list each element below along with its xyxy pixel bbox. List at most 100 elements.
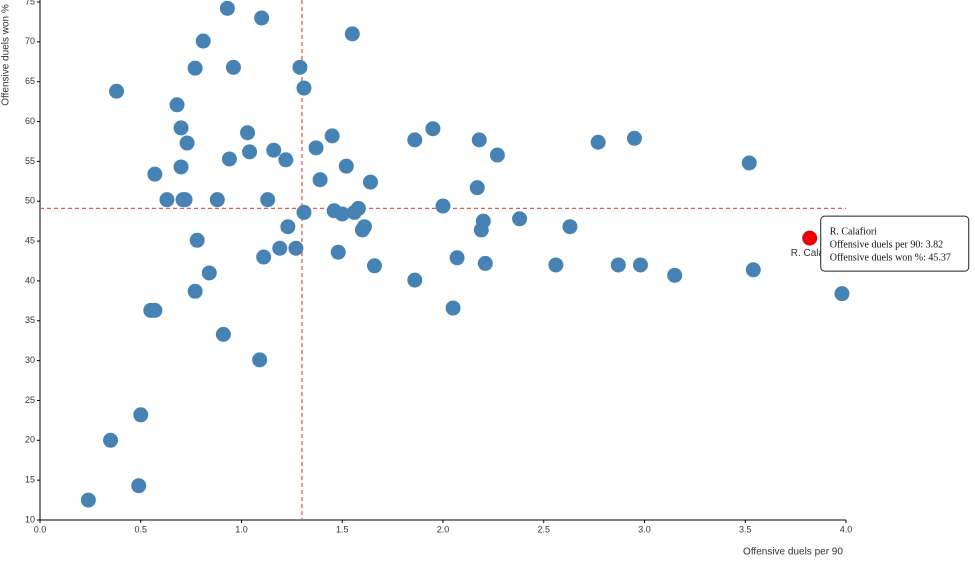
tooltip-title: R. Calafiori [830,226,877,237]
scatter-point [407,272,423,288]
y-tick-label: 45 [25,235,35,245]
scatter-point [173,159,189,175]
scatter-point [131,478,147,494]
x-tick-label: 0.5 [134,524,147,534]
scatter-point [256,249,272,265]
scatter-point [308,140,324,156]
scatter-point [189,232,205,248]
scatter-point [435,198,451,214]
y-tick-label: 65 [25,76,35,86]
scatter-point [296,204,312,220]
scatter-point [292,59,308,75]
scatter-point [159,192,175,208]
scatter-point [548,257,564,273]
scatter-point [512,211,528,227]
scatter-point [745,262,761,278]
scatter-point [330,244,346,260]
scatter-point [260,192,276,208]
scatter-point [109,83,125,99]
scatter-point [667,267,683,283]
scatter-point [338,158,354,174]
scatter-point [626,130,642,146]
scatter-point [334,206,350,222]
scatter-point [240,125,256,141]
scatter-point [477,255,493,271]
y-tick-label: 35 [25,315,35,325]
x-tick-label: 3.5 [739,524,752,534]
y-tick-label: 25 [25,395,35,405]
scatter-point [344,26,360,42]
scatter-point [147,302,163,318]
scatter-point [173,120,189,136]
x-tick-label: 3.0 [638,524,651,534]
y-tick-label: 15 [25,475,35,485]
scatter-point [219,0,235,16]
x-tick-label: 0.0 [34,524,47,534]
scatter-point [195,33,211,49]
scatter-point [215,326,231,342]
y-tick-label: 20 [25,435,35,445]
scatter-point [266,142,282,158]
scatter-point [562,219,578,235]
scatter-point [471,132,487,148]
x-tick-label: 1.5 [336,524,349,534]
scatter-point [610,257,626,273]
scatter-point [407,132,423,148]
scatter-point [147,166,163,182]
scatter-point [741,155,757,171]
y-tick-label: 55 [25,156,35,166]
scatter-point [425,121,441,137]
scatter-point [225,59,241,75]
scatter-point [252,352,268,368]
scatter-point [187,283,203,299]
scatter-point [80,492,96,508]
y-tick-label: 75 [25,0,35,6]
scatter-point [834,286,850,302]
scatter-point [133,407,149,423]
scatter-point [179,135,195,151]
scatter-point [366,258,382,274]
tooltip-box [820,215,970,272]
scatter-point [280,219,296,235]
scatter-point [209,192,225,208]
y-tick-label: 60 [25,116,35,126]
scatter-point [187,60,203,76]
scatter-point [362,174,378,190]
scatter-point [201,265,217,281]
y-tick-label: 30 [25,355,35,365]
scatter-point [324,128,340,144]
scatter-point [103,432,119,448]
scatter-point [350,200,366,216]
y-tick-label: 10 [25,514,35,524]
scatter-point [445,300,461,316]
y-tick-label: 70 [25,36,35,46]
x-tick-label: 2.0 [437,524,450,534]
y-tick-label: 40 [25,275,35,285]
scatter-point [242,144,258,160]
scatter-point [312,172,328,188]
scatter-point [489,147,505,163]
scatter-point [272,240,288,256]
tooltip-line: Offensive duels per 90: 3.82 [830,239,943,250]
scatter-point [632,257,648,273]
x-tick-label: 1.0 [235,524,248,534]
scatter-point [288,240,304,256]
x-axis-title: Offensive duels per 90 [743,547,843,558]
highlight-label: R. Calafiori [791,248,840,259]
scatter-point [254,10,270,26]
x-tick-label: 2.5 [537,524,550,534]
highlight-point [802,230,818,246]
scatter-point [449,250,465,266]
scatter-point [296,80,312,96]
scatter-point [221,151,237,167]
scatter-point [356,219,372,235]
scatter-point [278,152,294,168]
scatter-point [469,180,485,196]
scatter-point [169,97,185,113]
scatter-point [475,213,491,229]
x-tick-label: 4.0 [840,524,853,534]
tooltip-line: Offensive duels won %: 45.37 [830,252,951,263]
scatter-point [590,134,606,150]
y-axis-title: Offensive duels won % [1,4,12,106]
